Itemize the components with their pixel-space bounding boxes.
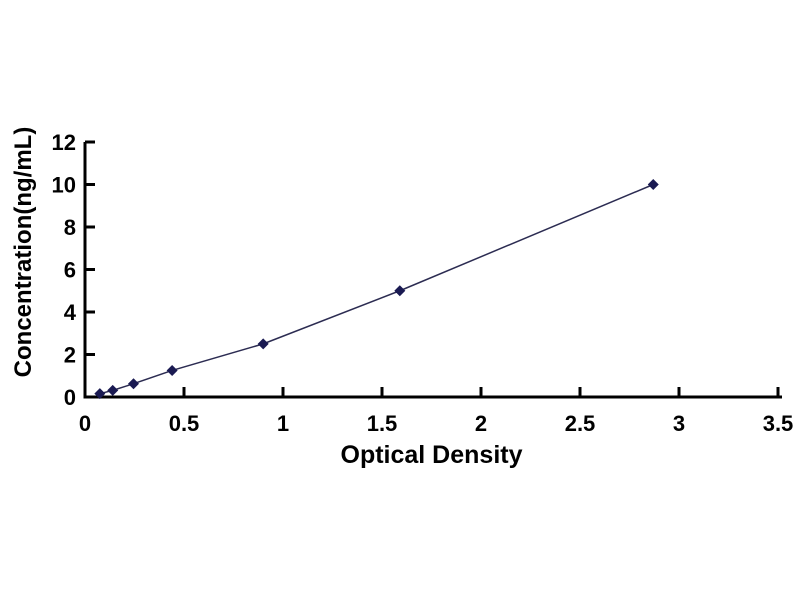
data-point-marker bbox=[647, 179, 659, 190]
x-tick-label: 3.5 bbox=[763, 411, 794, 436]
y-tick-label: 12 bbox=[52, 130, 76, 155]
data-point-marker bbox=[94, 388, 106, 400]
data-point-marker bbox=[257, 338, 269, 350]
standard-curve-line bbox=[99, 183, 654, 395]
data-point-marker bbox=[394, 285, 406, 297]
data-point-marker bbox=[166, 364, 178, 376]
y-tick-label: 2 bbox=[64, 343, 76, 368]
x-tick-label: 2 bbox=[475, 411, 487, 436]
x-tick-label: 0.5 bbox=[169, 411, 200, 436]
x-axis-title: Optical Density bbox=[341, 441, 523, 469]
y-tick-label: 10 bbox=[52, 173, 76, 198]
data-point-marker bbox=[107, 384, 119, 396]
data-point-marker bbox=[128, 378, 140, 390]
y-tick-label: 6 bbox=[64, 258, 76, 283]
y-tick-label: 4 bbox=[64, 300, 77, 325]
x-tick-label: 0 bbox=[79, 411, 91, 436]
x-tick-label: 3 bbox=[673, 411, 685, 436]
y-axis-title: Concentration(ng/mL) bbox=[10, 127, 37, 378]
x-tick-label: 1 bbox=[277, 411, 289, 436]
y-tick-label: 0 bbox=[64, 385, 76, 410]
y-tick-label: 8 bbox=[64, 215, 76, 240]
x-tick-label: 1.5 bbox=[367, 411, 398, 436]
x-tick-label: 2.5 bbox=[565, 411, 596, 436]
